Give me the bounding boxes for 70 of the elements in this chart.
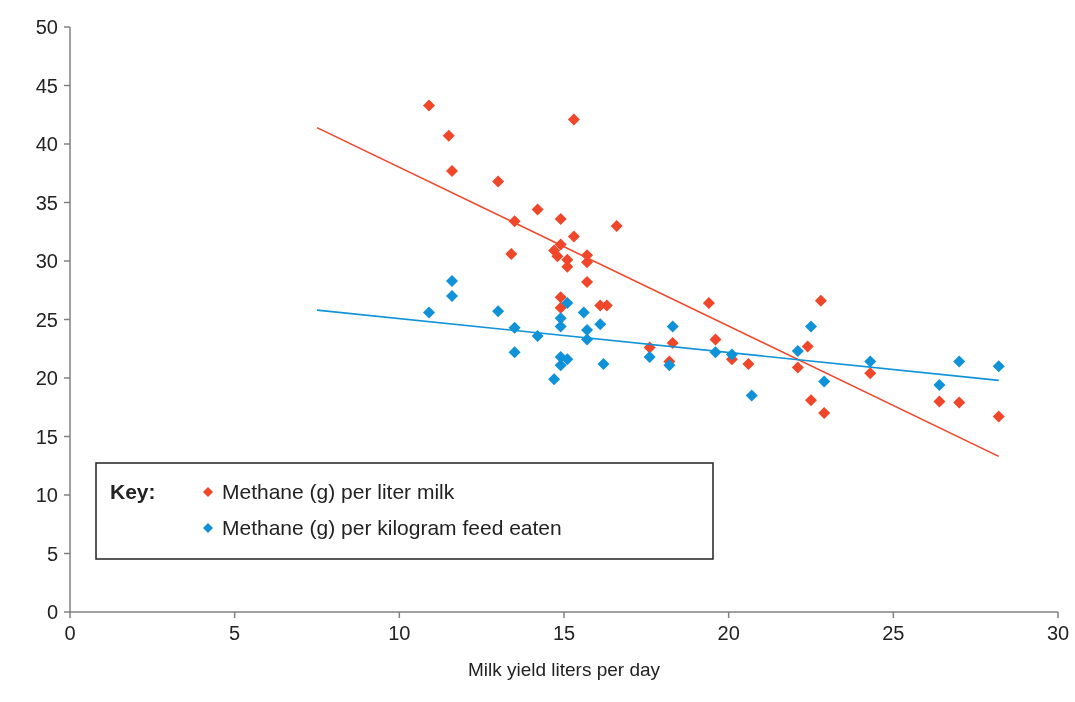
legend-title: Key: bbox=[110, 480, 156, 503]
point bbox=[864, 367, 877, 380]
point bbox=[663, 359, 676, 372]
x-axis-title: Milk yield liters per day bbox=[467, 659, 661, 680]
point bbox=[554, 212, 567, 225]
x-tick-label: 0 bbox=[64, 622, 76, 644]
x-tick-label: 25 bbox=[882, 622, 905, 644]
point bbox=[531, 203, 544, 216]
point bbox=[818, 375, 831, 388]
y-tick-label: 45 bbox=[35, 74, 58, 97]
point bbox=[801, 340, 814, 353]
point bbox=[594, 318, 607, 331]
y-tick-label: 10 bbox=[35, 484, 58, 506]
point bbox=[702, 297, 715, 310]
legend-label: Methane (g) per kilogram feed eaten bbox=[222, 516, 562, 540]
x-tick-label: 5 bbox=[229, 622, 241, 644]
x-tick-label: 15 bbox=[552, 622, 576, 644]
y-tick-label: 35 bbox=[35, 191, 58, 214]
point bbox=[791, 345, 804, 358]
y-tick-label: 20 bbox=[35, 367, 58, 389]
x-tick-label: 20 bbox=[717, 622, 740, 644]
y-tick-label: 15 bbox=[35, 425, 58, 448]
point bbox=[581, 276, 594, 289]
point bbox=[818, 407, 831, 420]
y-tick-label: 0 bbox=[46, 601, 58, 623]
point bbox=[805, 394, 817, 407]
point bbox=[508, 346, 521, 359]
point bbox=[561, 297, 574, 310]
point bbox=[709, 333, 722, 346]
point bbox=[567, 113, 580, 126]
point bbox=[933, 395, 946, 408]
point bbox=[577, 306, 590, 319]
point bbox=[492, 305, 505, 318]
point bbox=[666, 336, 679, 349]
point bbox=[554, 301, 567, 314]
point bbox=[492, 175, 505, 188]
point bbox=[446, 164, 459, 177]
point bbox=[643, 350, 656, 363]
point bbox=[442, 129, 455, 142]
point bbox=[805, 320, 817, 333]
point bbox=[548, 373, 561, 386]
x-tick-label: 10 bbox=[388, 622, 411, 644]
y-tick-label: 40 bbox=[35, 133, 58, 155]
point bbox=[551, 250, 564, 263]
point bbox=[610, 219, 623, 232]
point bbox=[666, 320, 679, 333]
point bbox=[791, 361, 804, 374]
point bbox=[567, 230, 580, 243]
point bbox=[933, 379, 946, 392]
y-tick-label: 5 bbox=[46, 542, 58, 565]
point bbox=[446, 290, 459, 303]
y-tick-label: 30 bbox=[35, 250, 58, 272]
legend-label: Methane (g) per liter milk bbox=[222, 480, 455, 504]
point bbox=[864, 355, 877, 368]
x-tick-label: 30 bbox=[1046, 622, 1070, 644]
point bbox=[446, 274, 459, 287]
point bbox=[422, 99, 435, 112]
point bbox=[422, 306, 435, 319]
y-tick-label: 50 bbox=[35, 16, 58, 38]
point bbox=[597, 357, 610, 370]
point bbox=[953, 355, 966, 368]
y-tick-label: 25 bbox=[35, 308, 58, 331]
point bbox=[742, 357, 755, 370]
point bbox=[505, 247, 518, 260]
point bbox=[554, 291, 567, 304]
point bbox=[992, 410, 1005, 423]
point bbox=[745, 389, 758, 402]
point bbox=[814, 294, 827, 307]
point bbox=[992, 360, 1005, 373]
point bbox=[953, 396, 966, 409]
